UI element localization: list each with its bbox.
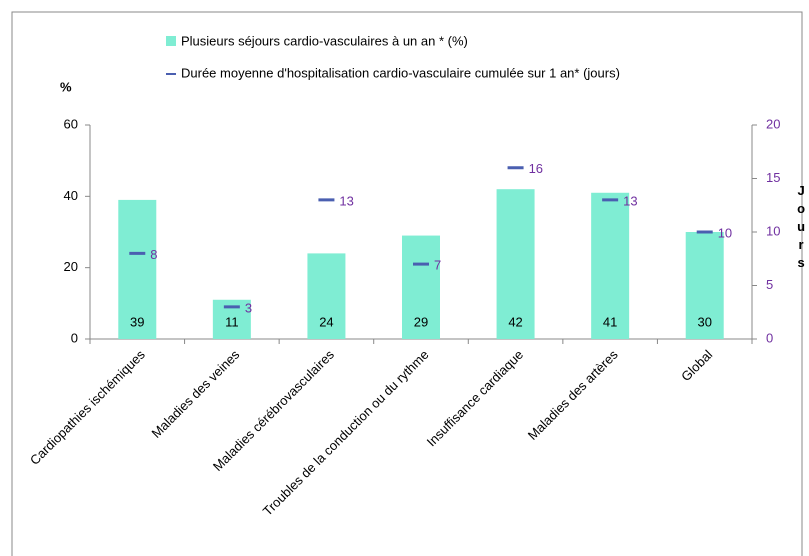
legend-swatch xyxy=(166,36,176,46)
duration-value-label: 7 xyxy=(434,258,441,273)
y2-axis-label: Jours xyxy=(794,183,809,273)
bar xyxy=(496,189,535,339)
bar xyxy=(307,253,346,339)
bar xyxy=(685,232,724,339)
duration-value-label: 10 xyxy=(718,225,732,240)
x-tick-label: Cardiopathies ischémiques xyxy=(27,347,148,468)
bar xyxy=(118,199,157,339)
y2-tick-label: 15 xyxy=(766,170,780,185)
y2-tick-label: 10 xyxy=(766,223,780,238)
y-axis-label: % xyxy=(60,79,72,94)
duration-value-label: 3 xyxy=(245,300,252,315)
y2-tick-label: 5 xyxy=(766,277,773,292)
legend-label: Plusieurs séjours cardio-vasculaires à u… xyxy=(181,33,468,48)
duration-value-label: 8 xyxy=(150,247,157,262)
x-tick-label: Global xyxy=(678,347,715,384)
duration-value-label: 16 xyxy=(529,161,543,176)
bar xyxy=(591,192,630,339)
bar xyxy=(402,235,440,339)
bar-value-label: 30 xyxy=(697,314,711,329)
x-tick-label: Troubles de la conduction ou du rythme xyxy=(260,347,432,519)
legend-label: Durée moyenne d'hospitalisation cardio-v… xyxy=(181,65,620,80)
chart-border xyxy=(11,11,803,556)
bar-value-label: 24 xyxy=(319,314,333,329)
y2-tick-label: 0 xyxy=(766,330,773,345)
y-tick-label: 60 xyxy=(64,116,78,131)
bar-value-label: 11 xyxy=(225,314,239,329)
bar-value-label: 42 xyxy=(508,314,522,329)
bar-value-label: 41 xyxy=(603,314,617,329)
y2-tick-label: 20 xyxy=(766,116,780,131)
duration-value-label: 13 xyxy=(623,193,637,208)
x-tick-label: Maladies des artères xyxy=(525,347,621,443)
y-tick-label: 0 xyxy=(71,330,78,345)
x-tick-label: Maladies des veines xyxy=(149,347,243,441)
bar-value-label: 29 xyxy=(414,314,428,329)
bar-value-label: 39 xyxy=(130,314,144,329)
duration-value-label: 13 xyxy=(339,193,353,208)
y-tick-label: 20 xyxy=(64,259,78,274)
y-tick-label: 40 xyxy=(64,188,78,203)
x-tick-label: Insuffisance cardiaque xyxy=(424,347,526,449)
